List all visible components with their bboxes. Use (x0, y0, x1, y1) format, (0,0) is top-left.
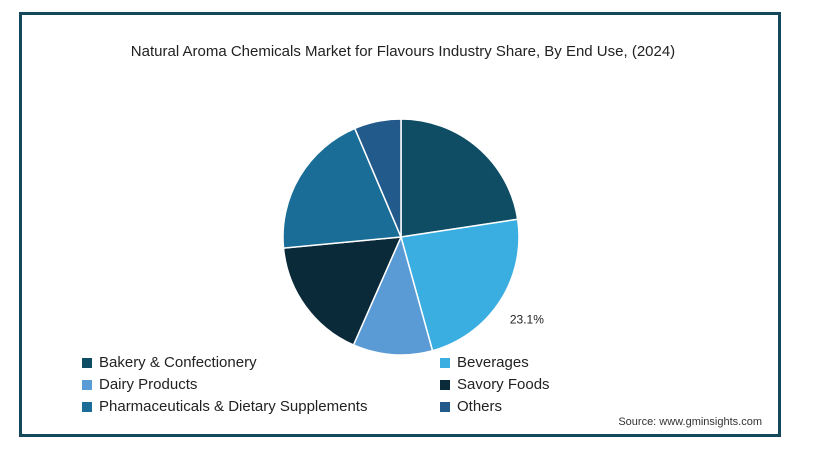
legend-item-others: Others (440, 398, 502, 415)
pie-slice-0 (400, 118, 519, 238)
pie-slice-2 (352, 234, 434, 356)
legend-label: Others (457, 398, 503, 415)
chart-frame: Natural Aroma Chemicals Market for Flavo… (19, 12, 781, 437)
legend-label: Dairy Products (99, 376, 198, 393)
legend-swatch (82, 379, 92, 390)
legend-item-pharma: Pharmaceuticals & Dietary Supplements (82, 398, 367, 415)
legend-item-beverages: Beverages (440, 354, 529, 371)
pie-slice-4 (282, 127, 403, 249)
legend-item-savory: Savory Foods (440, 376, 550, 393)
slice-data-label: 23.1% (510, 313, 544, 327)
legend-label: Beverages (457, 354, 529, 371)
legend-swatch (82, 357, 92, 368)
chart-title: Natural Aroma Chemicals Market for Flavo… (130, 43, 676, 60)
legend-label: Pharmaceuticals & Dietary Supplements (99, 398, 368, 415)
source-note: Source: www.gminsights.com (618, 416, 762, 428)
legend-label: Bakery & Confectionery (99, 354, 257, 371)
legend-item-bakery: Bakery & Confectionery (82, 354, 257, 371)
legend-swatch (440, 401, 450, 412)
legend-item-dairy: Dairy Products (82, 376, 197, 393)
legend-swatch (440, 379, 450, 390)
legend-swatch (440, 357, 450, 368)
legend-label: Savory Foods (457, 376, 550, 393)
pie-slice-5 (353, 118, 402, 238)
pie-chart: 23.1% (282, 118, 544, 356)
pie-slice-3 (282, 236, 403, 346)
pie-slice-1 (400, 218, 520, 352)
legend-swatch (82, 401, 92, 412)
